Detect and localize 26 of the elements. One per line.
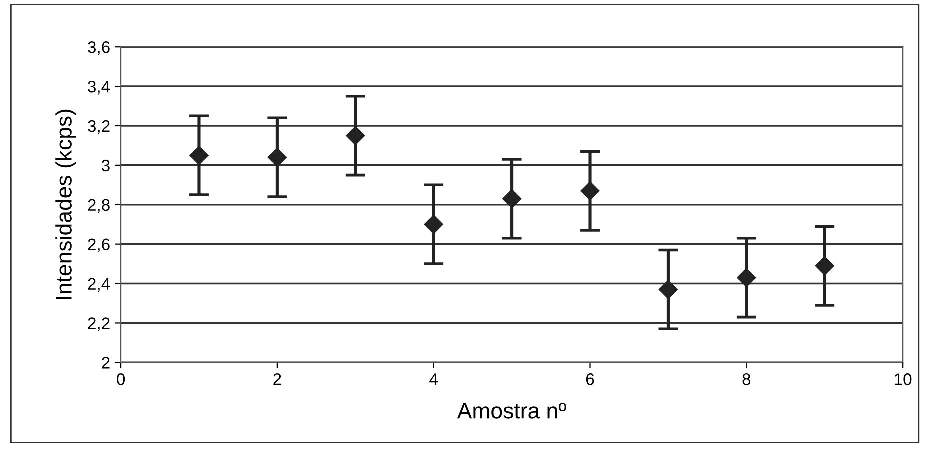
y-tick-label: 3,4 <box>88 80 110 95</box>
y-axis-title: Intensidades (kcps) <box>56 110 76 300</box>
point <box>737 268 756 288</box>
y-tick-label: 2,2 <box>88 318 110 332</box>
y-tick-label: 2 <box>102 357 110 369</box>
x-tick-label: 8 <box>742 374 751 386</box>
y-tick-label: 3,6 <box>88 42 110 56</box>
x-tick-label: 6 <box>586 374 594 386</box>
x-tick-label: 2 <box>274 374 282 386</box>
y-tick-label: 2,4 <box>88 278 110 292</box>
y-tick-label: 2,8 <box>88 199 110 214</box>
x-axis-title: Amostra nº <box>457 403 566 419</box>
point <box>346 126 366 146</box>
y-tick-label: 3 <box>102 160 110 172</box>
x-tick-label: 4 <box>430 374 438 386</box>
point <box>190 146 209 166</box>
point <box>580 182 600 201</box>
y-tick-label: 3,2 <box>88 120 110 134</box>
point <box>658 280 678 300</box>
y-tick-label: 2,6 <box>88 238 110 253</box>
point <box>815 256 834 276</box>
x-tick-label: 10 <box>895 374 912 386</box>
point <box>424 215 444 234</box>
point <box>502 189 522 208</box>
point <box>268 148 287 168</box>
x-tick-label: 0 <box>117 374 126 386</box>
